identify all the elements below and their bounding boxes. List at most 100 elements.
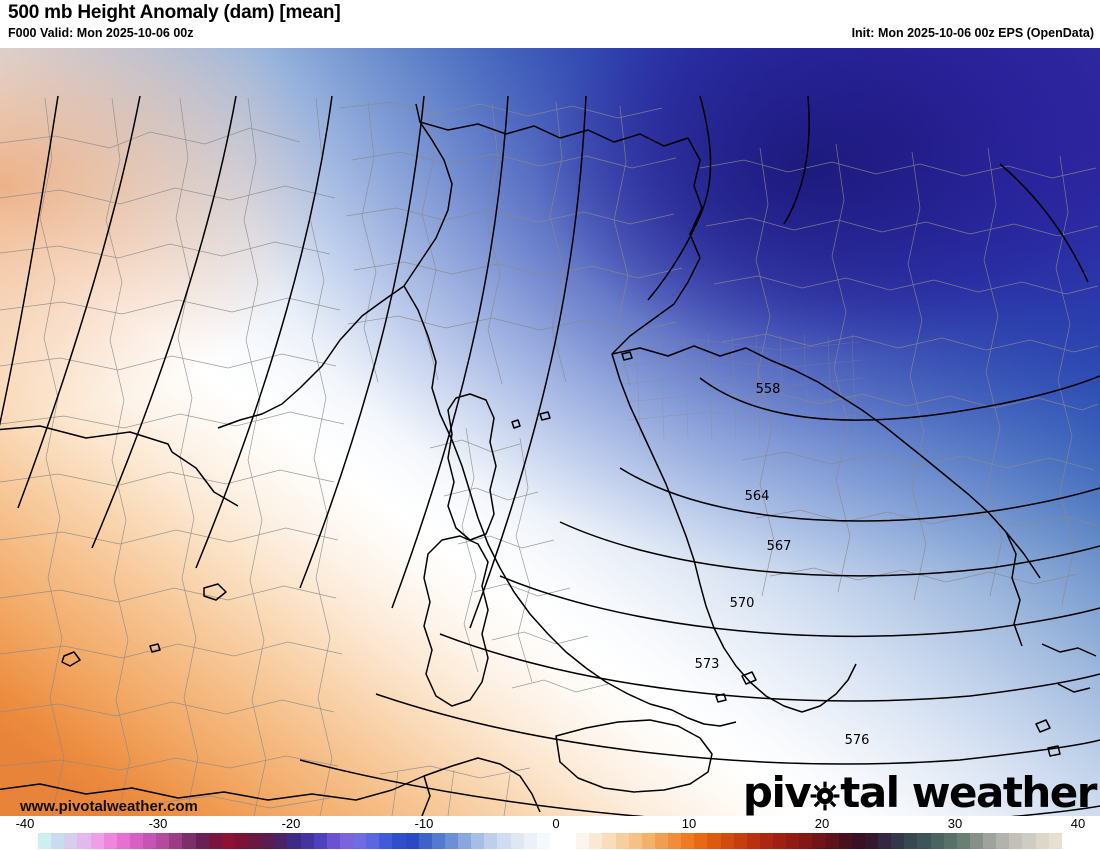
colorbar-swatch[interactable] xyxy=(129,833,143,849)
colorbar-swatch[interactable] xyxy=(720,833,734,849)
colorbar-swatch[interactable] xyxy=(353,833,367,849)
colorbar-swatch[interactable] xyxy=(864,833,878,849)
colorbar-swatch[interactable] xyxy=(38,833,52,849)
colorbar-swatch[interactable] xyxy=(694,833,708,849)
colorbar-tick-label: 0 xyxy=(552,816,560,831)
colorbar-swatch[interactable] xyxy=(444,833,458,849)
colorbar-swatch[interactable] xyxy=(248,833,262,849)
colorbar-swatch[interactable] xyxy=(64,833,78,849)
colorbar-swatch[interactable] xyxy=(234,833,248,849)
colorbar-tick-label: -40 xyxy=(15,816,35,831)
colorbar-swatch[interactable] xyxy=(300,833,314,849)
colorbar-swatch[interactable] xyxy=(1009,833,1023,849)
colorbar-swatch[interactable] xyxy=(589,833,603,849)
colorbar-tick-label: 10 xyxy=(681,816,697,831)
colorbar-swatch[interactable] xyxy=(418,833,432,849)
colorbar-swatch[interactable] xyxy=(523,833,537,849)
colorbar-swatch[interactable] xyxy=(392,833,406,849)
colorbar-swatch[interactable] xyxy=(497,833,511,849)
colorbar-swatch[interactable] xyxy=(471,833,485,849)
contour-label-text: 576 xyxy=(845,733,870,748)
colorbar-swatch[interactable] xyxy=(891,833,905,849)
colorbar-swatch[interactable] xyxy=(733,833,747,849)
colorbar-swatch[interactable] xyxy=(1048,833,1062,849)
contour-label-text: 570 xyxy=(730,596,755,611)
colorbar-swatch[interactable] xyxy=(313,833,327,849)
colorbar-swatch[interactable] xyxy=(628,833,642,849)
colorbar-swatch[interactable] xyxy=(90,833,104,849)
colorbar-swatch[interactable] xyxy=(917,833,931,849)
contour-label: 567 xyxy=(767,539,792,554)
colorbar-swatch[interactable] xyxy=(838,833,852,849)
colorbar-swatch[interactable] xyxy=(812,833,826,849)
colorbar-swatch[interactable] xyxy=(878,833,892,849)
colorbar-swatch[interactable] xyxy=(746,833,760,849)
init-time-label: Init: Mon 2025-10-06 00z EPS (OpenData) xyxy=(851,26,1094,40)
colorbar-swatch[interactable] xyxy=(182,833,196,849)
colorbar-swatch[interactable] xyxy=(156,833,170,849)
colorbar-swatch[interactable] xyxy=(786,833,800,849)
colorbar-swatch[interactable] xyxy=(1035,833,1049,849)
colorbar-swatch[interactable] xyxy=(326,833,340,849)
colorbar-swatch[interactable] xyxy=(339,833,353,849)
colorbar-swatch[interactable] xyxy=(773,833,787,849)
colorbar-swatch[interactable] xyxy=(851,833,865,849)
colorbar-swatch[interactable] xyxy=(654,833,668,849)
colorbar-swatch[interactable] xyxy=(759,833,773,849)
colorbar-swatches[interactable] xyxy=(38,833,1062,849)
colorbar-tick-label: -10 xyxy=(414,816,434,831)
colorbar-swatch[interactable] xyxy=(103,833,117,849)
colorbar-swatch[interactable] xyxy=(77,833,91,849)
colorbar-swatch[interactable] xyxy=(195,833,209,849)
logo-text-before: piv xyxy=(742,768,812,817)
colorbar-swatch[interactable] xyxy=(221,833,235,849)
colorbar-swatch[interactable] xyxy=(287,833,301,849)
colorbar-swatch[interactable] xyxy=(51,833,65,849)
gear-sun-icon xyxy=(810,781,840,811)
colorbar-swatch[interactable] xyxy=(261,833,275,849)
colorbar-swatch[interactable] xyxy=(799,833,813,849)
colorbar-swatch[interactable] xyxy=(707,833,721,849)
colorbar-swatch[interactable] xyxy=(615,833,629,849)
colorbar-swatch[interactable] xyxy=(681,833,695,849)
colorbar-swatch[interactable] xyxy=(930,833,944,849)
colorbar-swatch[interactable] xyxy=(510,833,524,849)
colorbar-swatch[interactable] xyxy=(576,833,590,849)
contour-label-text: 573 xyxy=(695,657,720,672)
colorbar-swatch[interactable] xyxy=(969,833,983,849)
colorbar-swatch[interactable] xyxy=(904,833,918,849)
contour-label-text: 558 xyxy=(756,382,781,397)
colorbar[interactable]: -40 -30 -20 -10 0 10 20 30 40 xyxy=(0,816,1100,850)
colorbar-swatch[interactable] xyxy=(536,833,550,849)
colorbar-swatch[interactable] xyxy=(602,833,616,849)
colorbar-swatch[interactable] xyxy=(668,833,682,849)
colorbar-swatch[interactable] xyxy=(825,833,839,849)
colorbar-swatch[interactable] xyxy=(274,833,288,849)
colorbar-swatch[interactable] xyxy=(379,833,393,849)
colorbar-swatch[interactable] xyxy=(116,833,130,849)
colorbar-swatch[interactable] xyxy=(983,833,997,849)
colorbar-swatch[interactable] xyxy=(208,833,222,849)
positive-core-shading xyxy=(0,48,1100,816)
contour-label: 573 xyxy=(695,657,720,672)
colorbar-swatch[interactable] xyxy=(563,833,577,849)
colorbar-swatch[interactable] xyxy=(484,833,498,849)
colorbar-swatch[interactable] xyxy=(366,833,380,849)
colorbar-swatch[interactable] xyxy=(956,833,970,849)
logo-text-after: tal weather xyxy=(840,768,1097,817)
colorbar-swatch[interactable] xyxy=(549,833,563,849)
colorbar-swatch[interactable] xyxy=(996,833,1010,849)
colorbar-swatch[interactable] xyxy=(143,833,157,849)
colorbar-swatch[interactable] xyxy=(943,833,957,849)
map-canvas[interactable]: 558 564 567 570 573 576 xyxy=(0,48,1100,816)
admin-boundaries-layer xyxy=(0,97,1099,816)
colorbar-swatch[interactable] xyxy=(405,833,419,849)
colorbar-swatch[interactable] xyxy=(431,833,445,849)
colorbar-swatch[interactable] xyxy=(1022,833,1036,849)
colorbar-swatch[interactable] xyxy=(169,833,183,849)
colorbar-swatch[interactable] xyxy=(458,833,472,849)
colorbar-swatch[interactable] xyxy=(641,833,655,849)
pivotal-weather-logo: piv tal weather xyxy=(742,768,1098,817)
contour-label: 570 xyxy=(730,596,755,611)
